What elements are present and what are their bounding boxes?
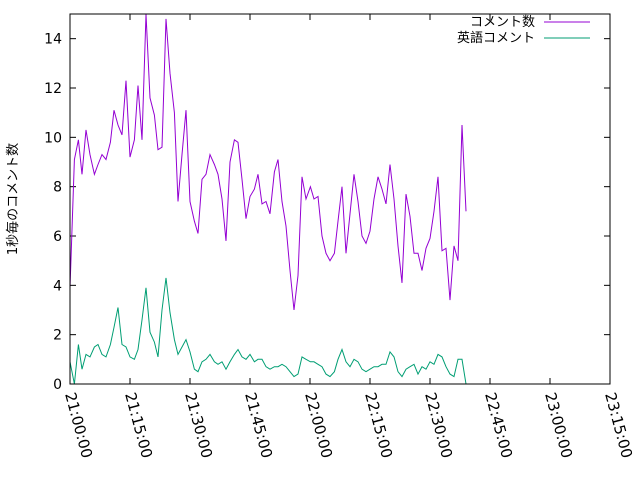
y-tick-label: 6: [53, 229, 62, 245]
y-tick-label: 8: [53, 180, 62, 196]
y-tick-label: 12: [44, 81, 62, 97]
x-tick-label: 21:30:00: [181, 390, 216, 460]
series-line-1: [70, 278, 466, 384]
x-tick-label: 22:00:00: [301, 390, 336, 460]
x-tick-label: 22:45:00: [481, 390, 516, 460]
x-tick-label: 22:30:00: [421, 390, 456, 460]
y-tick-label: 0: [53, 377, 62, 393]
x-tick-label: 21:15:00: [121, 390, 156, 460]
series-line-0: [70, 14, 466, 310]
y-axis-label: 1秒毎のコメント数: [5, 143, 21, 255]
legend-label-1: 英語コメント: [457, 30, 535, 46]
x-tick-label: 22:15:00: [361, 390, 396, 460]
y-tick-label: 4: [53, 278, 62, 294]
x-tick-label: 21:45:00: [241, 390, 276, 460]
y-tick-label: 2: [53, 328, 62, 344]
y-tick-label: 14: [44, 32, 62, 48]
x-tick-label: 23:00:00: [541, 390, 576, 460]
x-tick-label: 23:15:00: [601, 390, 636, 460]
x-tick-label: 21:00:00: [61, 390, 96, 460]
legend-label-0: コメント数: [470, 15, 535, 30]
y-tick-label: 10: [44, 130, 62, 146]
plot-frame: [70, 14, 610, 384]
